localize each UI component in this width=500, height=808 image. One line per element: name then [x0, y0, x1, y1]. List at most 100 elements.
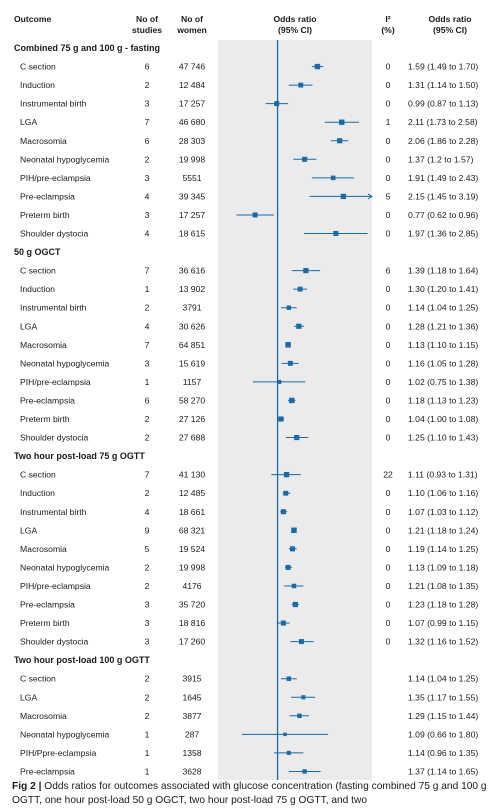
point-estimate: [291, 527, 297, 534]
table-row: C section 2 3915 1.14 (1.04 to 1.25): [20, 674, 478, 684]
point-estimate: [285, 564, 291, 570]
table-row: PIH/pre-eclampsia 3 5551 0 1.91 (1.49 to 2.4…: [20, 173, 478, 183]
outcome-label: Preterm birth: [20, 414, 70, 424]
ci-arrow-right: [367, 193, 373, 200]
outcome-label: Preterm birth: [20, 618, 70, 628]
i2-value: 0: [386, 210, 391, 220]
studies-count: 3: [145, 210, 150, 220]
or-ci-text: 1.32 (1.16 to 1.52): [408, 637, 478, 647]
outcome-label: Macrosomia: [20, 136, 67, 146]
table-row: Induction 2 12 484 0 1.31 (1.14 to 1.50): [20, 80, 478, 90]
women-count: 1645: [182, 692, 201, 702]
outcome-label: Instrumental birth: [20, 99, 87, 109]
point-estimate: [283, 490, 289, 496]
studies-count: 2: [145, 433, 150, 443]
i2-value: 0: [386, 507, 391, 517]
women-count: 30 626: [179, 321, 206, 331]
outcome-label: PIH/pre-eclampsia: [20, 173, 91, 183]
point-estimate: [333, 230, 339, 237]
group-title: Combined 75 g and 100 g - fasting: [14, 43, 160, 53]
outcome-label: Pre-eclampsia: [20, 395, 75, 405]
plot-panel: [218, 40, 372, 780]
outcome-label: C section: [20, 470, 56, 480]
or-ci-text: 1.07 (0.99 to 1.15): [408, 618, 478, 628]
table-row: Preterm birth 2 27 126 0 1.04 (1.00 to 1.08): [20, 414, 478, 424]
studies-count: 1: [145, 729, 150, 739]
outcome-label: Induction: [20, 80, 55, 90]
i2-value: 0: [386, 525, 391, 535]
i2-value: 0: [386, 544, 391, 554]
women-count: 27 688: [179, 433, 206, 443]
forest-plot: Outcome No of studies No of women Odds r…: [14, 14, 478, 780]
or-ci-text: 1.25 (1.10 to 1.43): [408, 433, 478, 443]
women-count: 18 661: [179, 507, 206, 517]
women-count: 36 616: [179, 266, 206, 276]
point-estimate: [302, 769, 307, 774]
i2-value: 0: [386, 173, 391, 183]
table-row: Instrumental birth 2 3791 0 1.14 (1.04 to 1.…: [20, 303, 478, 313]
outcome-label: Macrosomia: [20, 711, 67, 721]
i2-value: 0: [386, 358, 391, 368]
studies-count: 1: [145, 748, 150, 758]
i2-value: 0: [386, 80, 391, 90]
women-count: 13 902: [179, 284, 206, 294]
or-ci-text: 1.14 (1.04 to 1.25): [408, 303, 478, 313]
x-axis: 0.5123: [276, 40, 279, 780]
table-row: Macrosomia 5 19 524 0 1.19 (1.14 to 1.25): [20, 544, 478, 554]
i2-value: 1: [386, 117, 391, 127]
studies-count: 1: [145, 284, 150, 294]
table-row: LGA 7 46 680 1 2.11 (1.73 to 2.58): [20, 117, 478, 127]
outcome-label: Pre-eclampsia: [20, 600, 75, 610]
table-row: Macrosomia 7 64 851 0 1.13 (1.10 to 1.15): [20, 340, 478, 350]
header-i2-line1: I²: [385, 14, 390, 24]
caption-label: Fig 2 |: [12, 781, 45, 792]
studies-count: 6: [145, 136, 150, 146]
table-row: Preterm birth 3 17 257 0 0.77 (0.62 to 0.96): [20, 210, 478, 220]
outcome-label: Neonatal hypoglycemia: [20, 358, 110, 368]
women-count: 19 524: [179, 544, 206, 554]
outcome-label: LGA: [20, 525, 37, 535]
studies-count: 3: [145, 99, 150, 109]
or-ci-text: 1.13 (1.09 to 1.18): [408, 562, 478, 572]
or-ci-text: 1.28 (1.21 to 1.36): [408, 321, 478, 331]
point-estimate: [337, 138, 343, 144]
studies-count: 2: [145, 80, 150, 90]
point-estimate: [277, 379, 282, 384]
women-count: 12 485: [179, 488, 206, 498]
header-or-text-line2: (95% CI): [433, 25, 467, 35]
table-row: Shoulder dystocia 4 18 615 0 1.97 (1.36 to 2…: [20, 229, 478, 239]
or-ci-text: 1.09 (0.66 to 1.80): [408, 729, 478, 739]
studies-count: 7: [145, 117, 150, 127]
i2-value: 0: [386, 433, 391, 443]
outcome-label: Shoulder dystocia: [20, 433, 89, 443]
i2-value: 0: [386, 637, 391, 647]
table-row: Macrosomia 6 28 303 0 2.06 (1.86 to 2.28): [20, 136, 478, 146]
point-estimate: [278, 416, 284, 422]
i2-value: 0: [386, 340, 391, 350]
or-ci-text: 2.06 (1.86 to 2.28): [408, 136, 478, 146]
or-ci-text: 1.97 (1.36 to 2.85): [408, 229, 478, 239]
studies-count: 3: [145, 637, 150, 647]
studies-count: 1: [145, 766, 150, 776]
i2-value: 0: [386, 562, 391, 572]
table-row: C section 7 41 130 22 1.11 (0.93 to 1.31): [20, 470, 478, 480]
i2-value: 0: [386, 154, 391, 164]
outcome-label: LGA: [20, 692, 37, 702]
point-estimate: [283, 732, 287, 737]
table-row: LGA 2 1645 1.35 (1.17 to 1.55): [20, 692, 478, 702]
outcome-label: Induction: [20, 488, 55, 498]
outcome-label: LGA: [20, 117, 37, 127]
group-0: Combined 75 g and 100 g - fasting C secti…: [14, 43, 478, 239]
table-row: LGA 9 68 321 0 1.21 (1.18 to 1.24): [20, 525, 478, 535]
table-row: Neonatal hypoglycemia 2 19 998 0 1.37 (1.2 t…: [20, 154, 474, 164]
or-ci-text: 1.18 (1.13 to 1.23): [408, 395, 478, 405]
i2-value: 0: [386, 229, 391, 239]
or-ci-text: 1.23 (1.18 to 1.28): [408, 600, 478, 610]
outcome-label: Instrumental birth: [20, 507, 87, 517]
women-count: 19 998: [179, 154, 206, 164]
studies-count: 4: [145, 507, 150, 517]
outcome-label: Shoulder dystocia: [20, 637, 89, 647]
group-title: Two hour post-load 100 g OGTT: [14, 655, 150, 665]
table-row: PIH/pre-eclampsia 1 1157 0 1.02 (0.75 to 1.3…: [20, 377, 478, 387]
